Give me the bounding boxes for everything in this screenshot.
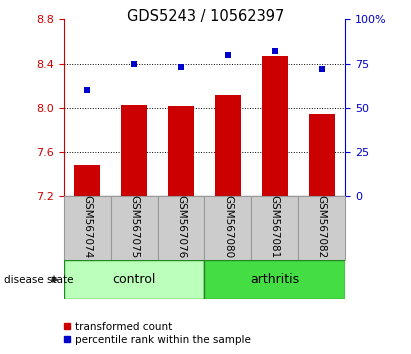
Bar (309, 114, 335, 196)
Point (178, 64, 184, 70)
Text: GSM567082: GSM567082 (317, 195, 327, 259)
Text: GSM567074: GSM567074 (82, 195, 92, 259)
Bar (298, 196, 345, 260)
Text: GSM567076: GSM567076 (176, 195, 186, 259)
Bar (252, 196, 298, 260)
Text: GSM567075: GSM567075 (129, 195, 139, 259)
Point (272, 48, 278, 54)
Bar (168, 106, 194, 196)
Text: GSM567080: GSM567080 (223, 195, 233, 259)
Bar (215, 95, 241, 196)
Text: control: control (112, 273, 156, 286)
Legend: transformed count, percentile rank within the sample: transformed count, percentile rank withi… (59, 317, 255, 349)
Point (84, 87, 90, 93)
Point (131, 61, 137, 67)
Text: disease state: disease state (4, 275, 74, 285)
Bar (205, 196, 252, 260)
Bar (205, 260, 345, 299)
Bar (121, 105, 147, 196)
Bar (157, 196, 205, 260)
Text: arthritis: arthritis (250, 273, 300, 286)
Bar (64, 196, 111, 260)
Point (319, 66, 325, 72)
Bar (262, 56, 288, 196)
Bar (64, 260, 205, 299)
Text: GDS5243 / 10562397: GDS5243 / 10562397 (127, 9, 284, 24)
Bar (111, 196, 157, 260)
Text: GSM567081: GSM567081 (270, 195, 280, 259)
Point (225, 52, 231, 58)
Bar (74, 166, 100, 196)
